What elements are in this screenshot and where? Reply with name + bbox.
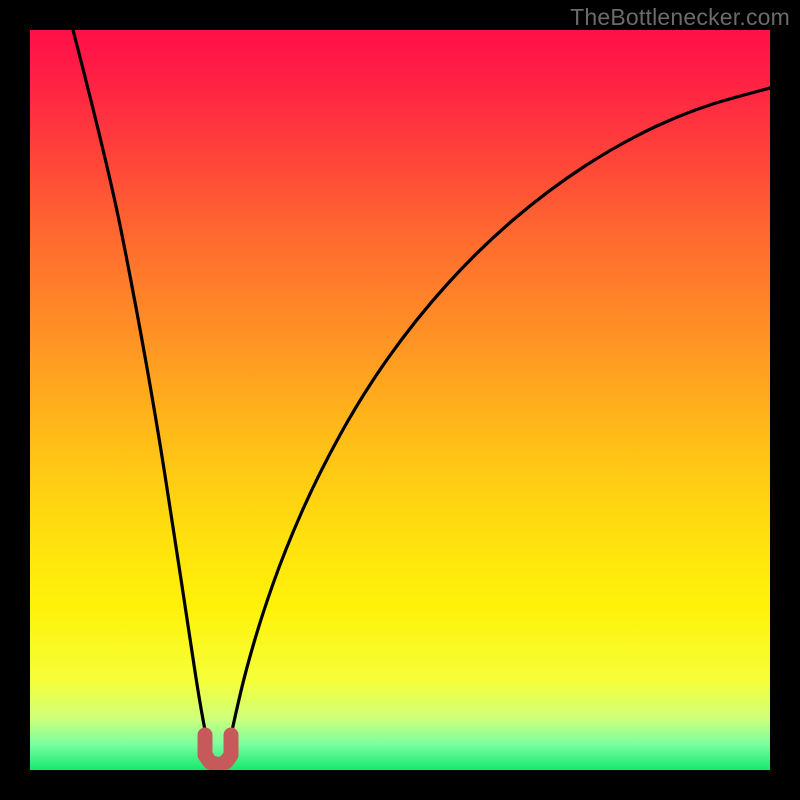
bottleneck-curve-chart <box>0 0 800 800</box>
plot-background-gradient <box>30 30 770 770</box>
chart-stage: TheBottlenecker.com <box>0 0 800 800</box>
watermark-source-label: TheBottlenecker.com <box>570 4 790 31</box>
